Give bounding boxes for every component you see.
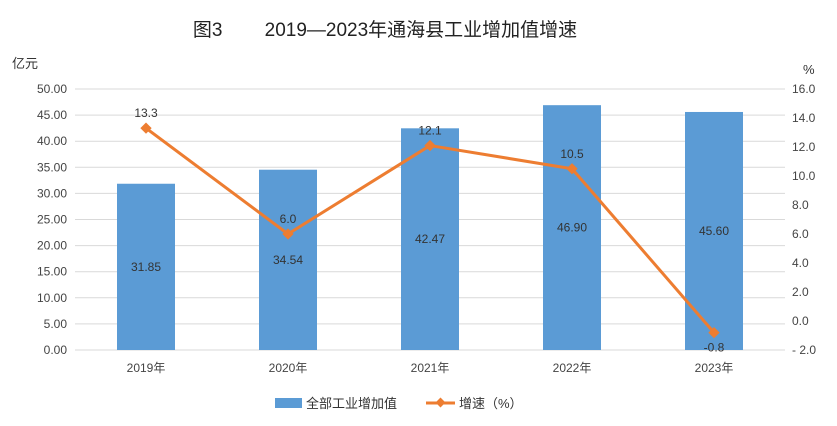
- left-tick-label: 15.00: [37, 265, 67, 279]
- left-axis-label: 亿元: [12, 56, 38, 71]
- left-tick-label: 45.00: [37, 108, 67, 122]
- line-value-label: 6.0: [280, 212, 297, 226]
- line-marker: [424, 139, 436, 152]
- line-marker: [566, 163, 578, 175]
- right-tick-label: 0.0: [792, 314, 809, 328]
- line-value-label: 10.5: [560, 147, 584, 161]
- left-tick-label: 5.00: [44, 317, 68, 331]
- right-tick-label: 2.0: [792, 285, 809, 299]
- left-tick-label: 20.00: [37, 239, 67, 253]
- left-tick-label: 40.00: [37, 134, 67, 148]
- right-tick-label: 8.0: [792, 198, 809, 212]
- left-tick-label: 10.00: [37, 291, 67, 305]
- x-tick-label: 2023年: [695, 361, 734, 375]
- chart-title: 图3 2019—2023年通海县工业增加值增速: [193, 19, 577, 41]
- legend: 全部工业增加值 增速（%）: [275, 396, 523, 411]
- right-tick-label: 6.0: [792, 227, 809, 241]
- x-tick-label: 2019年: [127, 361, 166, 375]
- legend-swatch-marker: [435, 397, 446, 408]
- bar-value-label: 31.85: [131, 260, 161, 274]
- right-tick-label: - 2.0: [792, 343, 816, 357]
- bar-value-label: 42.47: [415, 232, 445, 246]
- left-tick-label: 35.00: [37, 160, 67, 174]
- right-tick-label: 12.0: [792, 140, 816, 154]
- left-tick-label: 30.00: [37, 186, 67, 200]
- left-tick-label: 25.00: [37, 213, 67, 227]
- left-tick-label: 50.00: [37, 82, 67, 96]
- right-tick-label: 4.0: [792, 256, 809, 270]
- x-tick-label: 2020年: [269, 361, 308, 375]
- left-tick-label: 0.00: [44, 343, 68, 357]
- line-value-label: 13.3: [134, 106, 158, 120]
- bar: [117, 183, 175, 350]
- line-value-label: -0.8: [704, 341, 725, 355]
- bar-value-label: 46.90: [557, 221, 587, 235]
- bar: [543, 105, 601, 350]
- line-marker: [282, 228, 294, 240]
- legend-label-line: 增速（%）: [459, 396, 523, 411]
- line-marker: [140, 122, 152, 134]
- bar: [259, 169, 317, 350]
- legend-swatch-bar: [275, 398, 302, 408]
- x-tick-label: 2021年: [411, 361, 450, 375]
- right-tick-label: 14.0: [792, 111, 816, 125]
- right-axis-label: %: [803, 62, 815, 77]
- line-marker: [708, 326, 720, 339]
- line-value-label: 12.1: [418, 124, 442, 138]
- bar-value-label: 45.60: [699, 224, 729, 238]
- x-tick-label: 2022年: [553, 361, 592, 375]
- right-tick-label: 10.0: [792, 169, 816, 183]
- bar: [401, 128, 459, 350]
- right-tick-label: 16.0: [792, 82, 816, 96]
- bar-value-label: 34.54: [273, 253, 303, 267]
- legend-label-bar: 全部工业增加值: [306, 396, 397, 411]
